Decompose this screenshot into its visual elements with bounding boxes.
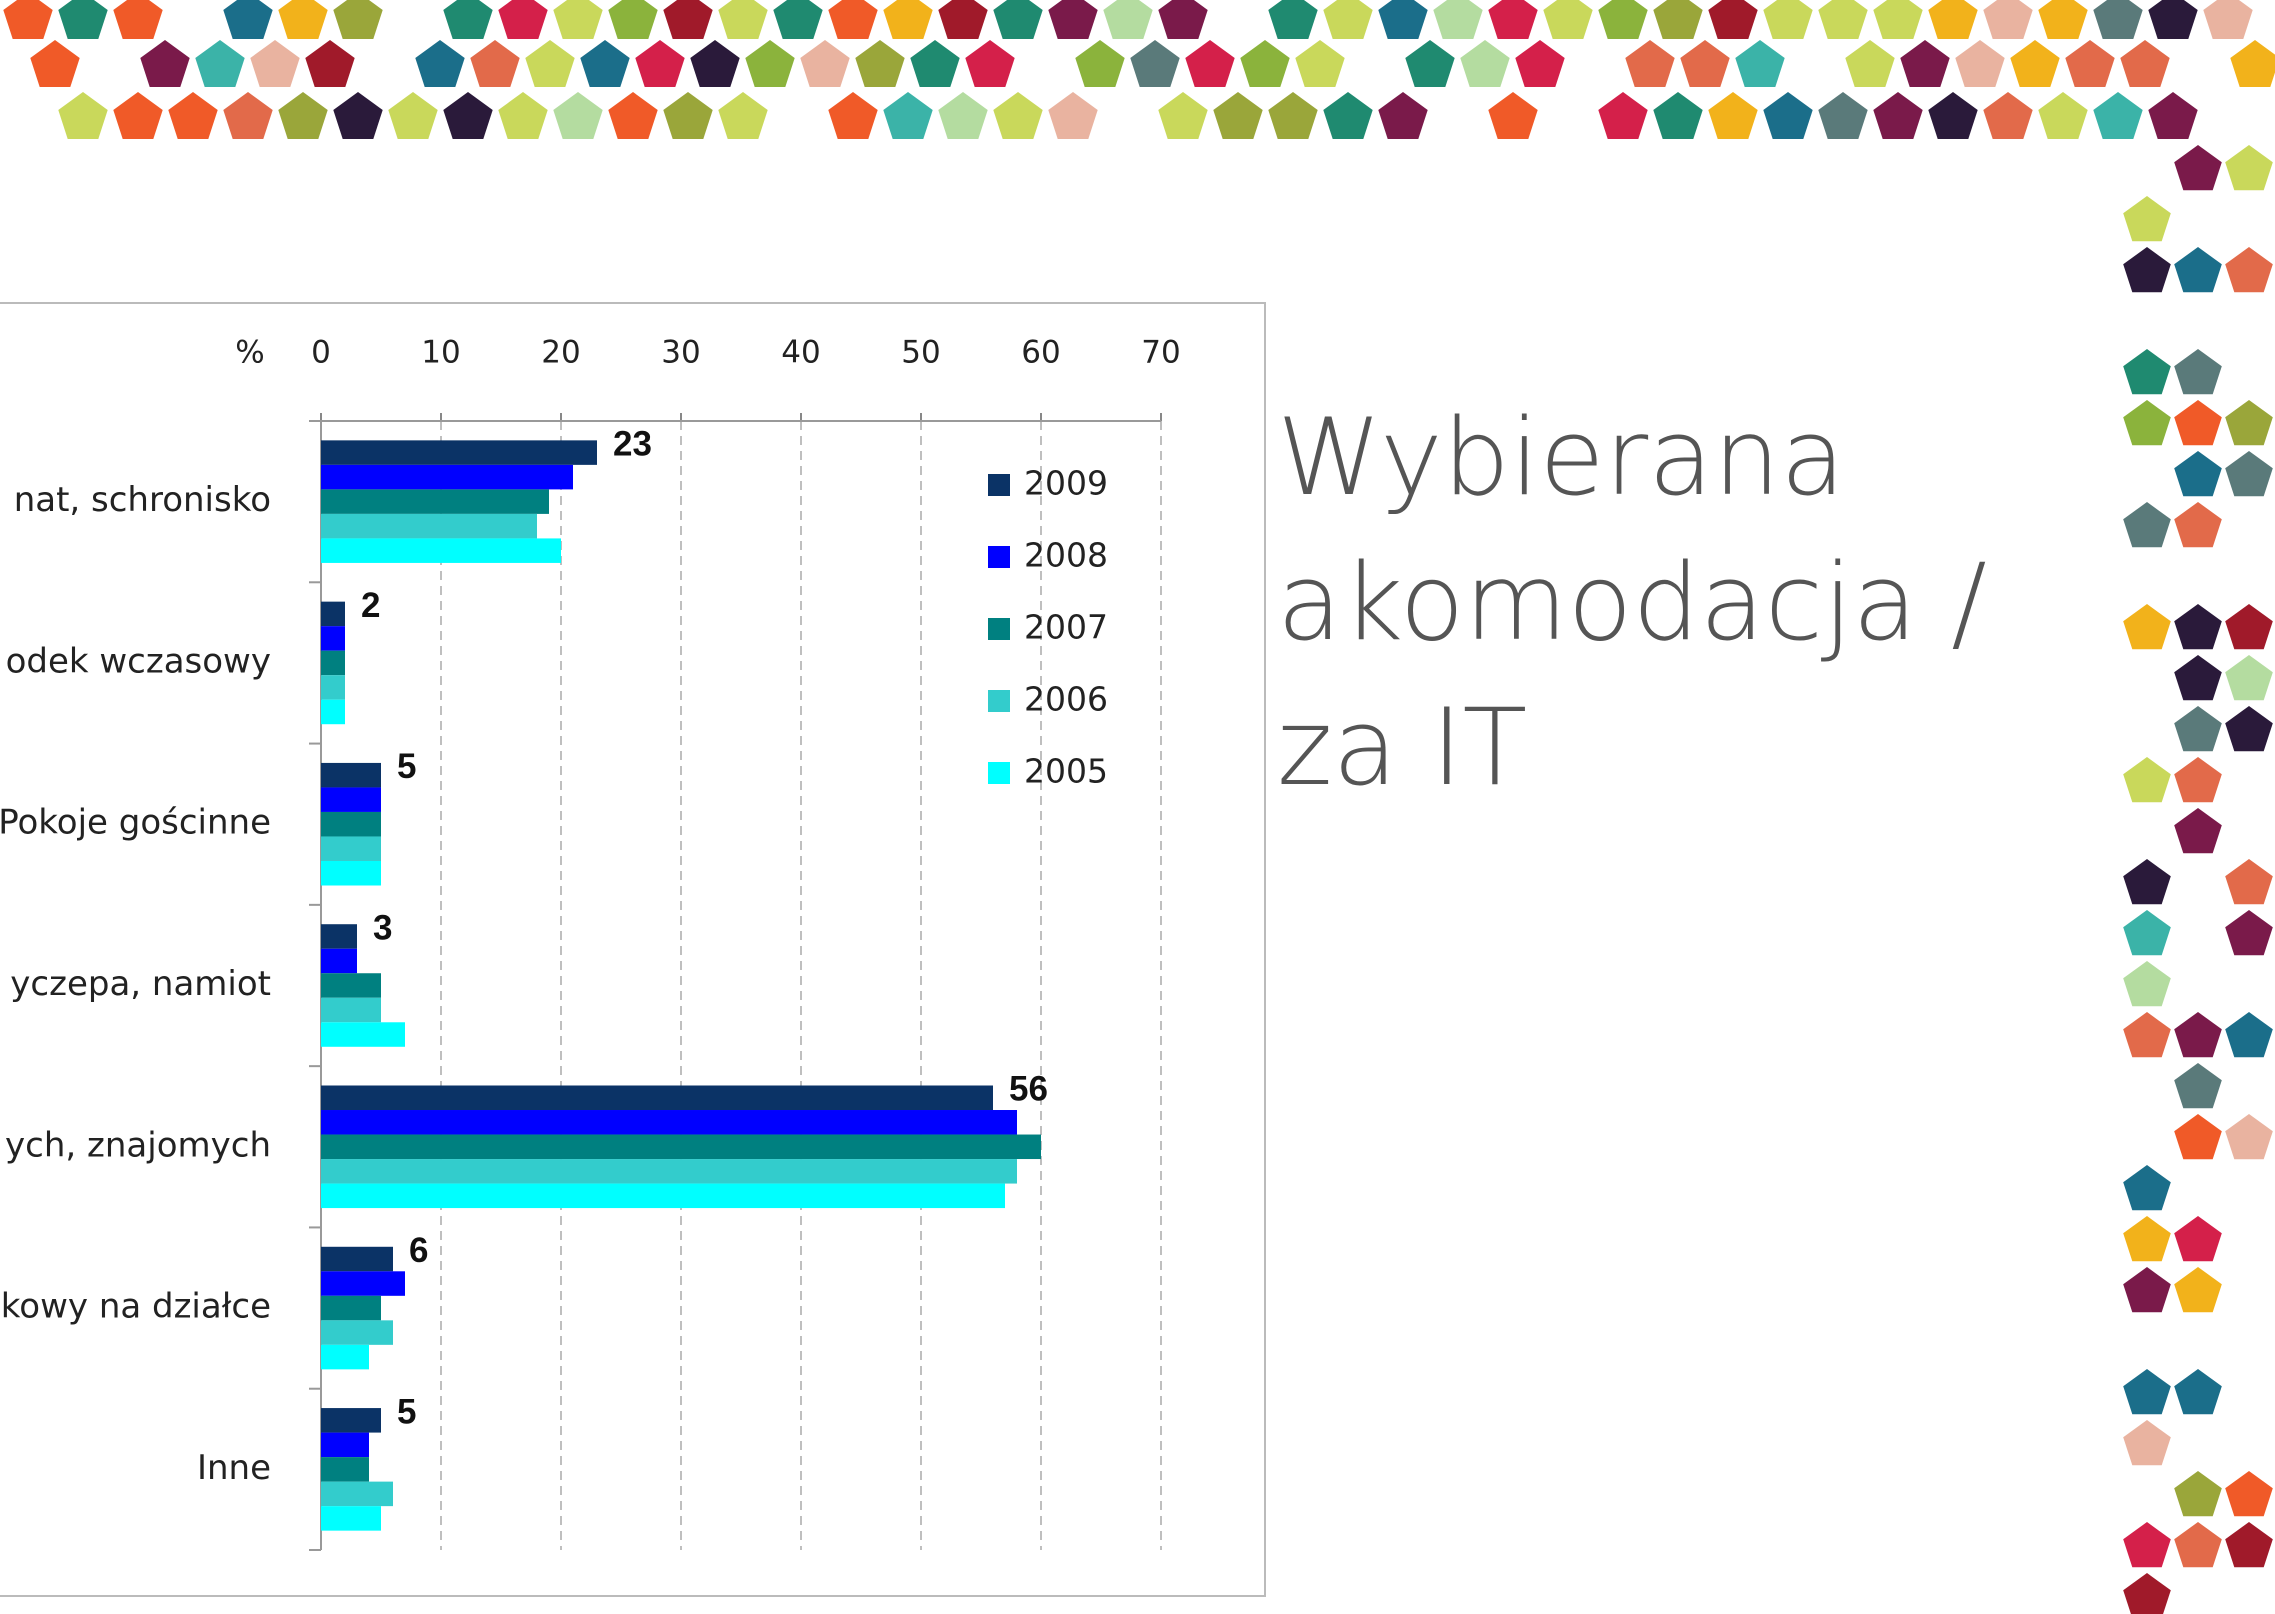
legend-label: 2009 bbox=[1024, 464, 1108, 503]
legend-swatch bbox=[988, 474, 1010, 496]
bar bbox=[321, 787, 381, 812]
bar bbox=[321, 998, 381, 1023]
bar bbox=[321, 1408, 381, 1433]
bar bbox=[321, 1271, 405, 1296]
bar bbox=[321, 1135, 1041, 1160]
data-label: 5 bbox=[397, 747, 416, 786]
legend-label: 2006 bbox=[1024, 680, 1108, 719]
bar bbox=[321, 1184, 1005, 1209]
x-tick-label: 20 bbox=[541, 335, 580, 371]
legend-swatch bbox=[988, 762, 1010, 784]
data-label: 2 bbox=[361, 586, 380, 625]
data-label: 6 bbox=[409, 1231, 428, 1270]
bar bbox=[321, 675, 345, 700]
bar bbox=[321, 651, 345, 676]
y-tick-label: odek wczasowy bbox=[6, 641, 271, 681]
legend-swatch bbox=[988, 546, 1010, 568]
bar bbox=[321, 602, 345, 627]
bar bbox=[321, 1345, 369, 1370]
y-tick-label: ych, znajomych bbox=[5, 1125, 271, 1165]
bar bbox=[321, 763, 381, 788]
bar bbox=[321, 1457, 369, 1482]
data-label: 3 bbox=[373, 908, 392, 947]
data-label: 5 bbox=[397, 1392, 416, 1431]
y-tick-label: yczepa, namiot bbox=[10, 964, 271, 1004]
slide: % 010203040506070nat, schronisko23odek w… bbox=[0, 0, 2275, 1614]
legend-label: 2007 bbox=[1024, 608, 1108, 647]
bar bbox=[321, 1506, 381, 1531]
y-tick-label: Inne bbox=[197, 1448, 271, 1488]
slide-title: Wybierana akomodacja / za IT bbox=[1277, 385, 2097, 820]
x-tick-label: 60 bbox=[1021, 335, 1060, 371]
bar bbox=[321, 1159, 1017, 1184]
legend-swatch bbox=[988, 618, 1010, 640]
y-tick-label: nat, schronisko bbox=[14, 480, 271, 520]
legend-label: 2008 bbox=[1024, 536, 1108, 575]
bar bbox=[321, 440, 597, 465]
x-tick-label: 30 bbox=[661, 335, 700, 371]
bar bbox=[321, 1085, 993, 1110]
y-tick-label: kowy na działce bbox=[1, 1287, 271, 1327]
bar bbox=[321, 812, 381, 837]
bar bbox=[321, 949, 357, 974]
data-label: 23 bbox=[613, 425, 652, 464]
bar bbox=[321, 836, 381, 861]
bar bbox=[321, 700, 345, 725]
x-tick-label: 70 bbox=[1141, 335, 1180, 371]
bar bbox=[321, 1110, 1017, 1135]
bar bbox=[321, 1296, 381, 1321]
bar bbox=[321, 489, 549, 514]
bar bbox=[321, 1433, 369, 1458]
bar bbox=[321, 1320, 393, 1345]
bar bbox=[321, 924, 357, 949]
bar bbox=[321, 973, 381, 998]
x-tick-label: 10 bbox=[421, 335, 460, 371]
x-tick-label: 40 bbox=[781, 335, 820, 371]
bar bbox=[321, 861, 381, 886]
bar bbox=[321, 538, 561, 563]
axis-label: % bbox=[235, 335, 264, 371]
legend-label: 2005 bbox=[1024, 752, 1108, 791]
bar bbox=[321, 1247, 393, 1272]
bar bbox=[321, 1022, 405, 1047]
bar bbox=[321, 1482, 393, 1507]
y-tick-label: Pokoje gościnne bbox=[0, 803, 271, 843]
bar bbox=[321, 514, 537, 539]
bar bbox=[321, 626, 345, 651]
bar bbox=[321, 465, 573, 490]
x-tick-label: 0 bbox=[311, 335, 331, 371]
data-label: 56 bbox=[1009, 1070, 1048, 1109]
x-tick-label: 50 bbox=[901, 335, 940, 371]
legend-swatch bbox=[988, 690, 1010, 712]
